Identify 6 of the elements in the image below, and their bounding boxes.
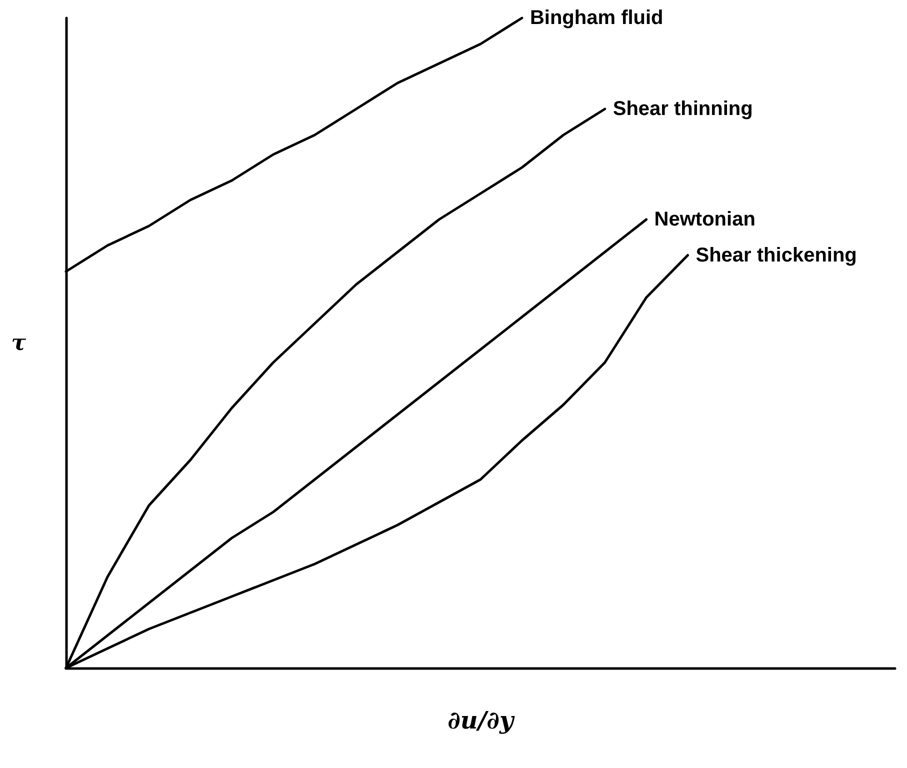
series-label: Bingham fluid [530,7,664,29]
y-axis-title: τ [11,330,26,356]
series-label: Shear thickening [696,244,857,266]
series-label: Newtonian [654,208,756,230]
x-axis-title: ∂u/∂y [448,706,516,734]
series-label: Shear thinning [612,98,753,120]
